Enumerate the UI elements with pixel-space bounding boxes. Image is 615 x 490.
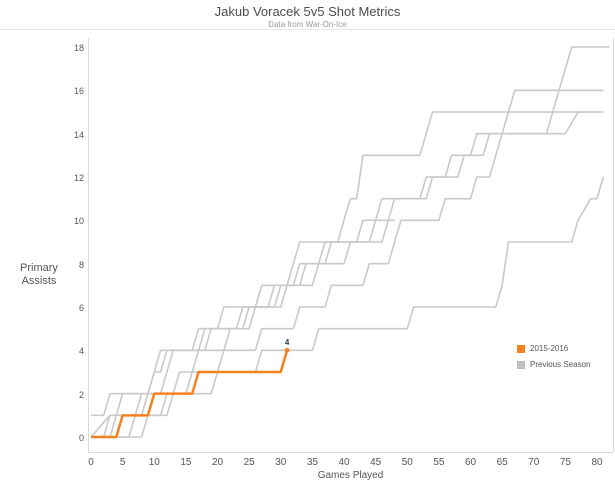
x-tick-label: 20 — [211, 457, 224, 468]
y-tick-label: 4 — [78, 346, 84, 357]
y-tick-label: 14 — [73, 129, 84, 140]
chart-title: Jakub Voracek 5v5 Shot Metrics — [214, 4, 401, 19]
x-tick-label: 75 — [559, 457, 571, 468]
y-tick-label: 18 — [73, 42, 84, 53]
plot-right-border — [613, 38, 614, 452]
legend-label-previous: Previous Season — [530, 360, 591, 369]
x-tick-label: 70 — [528, 457, 540, 468]
x-tick-label: 5 — [119, 457, 126, 468]
y-axis-title-line2: Assists — [21, 275, 57, 287]
legend-item-previous-season[interactable]: Previous Season — [517, 360, 590, 369]
x-tick-label: 55 — [433, 457, 445, 468]
series-line-previous-season[interactable] — [91, 111, 604, 438]
end-value-annotation: 4 — [284, 338, 290, 348]
previous-season-swatch-icon — [517, 360, 525, 369]
x-tick-label: 30 — [275, 457, 287, 468]
series-line-previous-season[interactable] — [91, 219, 395, 417]
x-tick-label: 80 — [591, 457, 603, 468]
x-tick-label: 25 — [243, 457, 255, 468]
y-axis-title-line1: Primary — [20, 262, 58, 274]
y-axis-title: Primary Assists — [8, 262, 70, 288]
y-tick-label: 16 — [73, 86, 84, 97]
y-tick-label: 0 — [78, 433, 84, 443]
x-axis-title: Games Played — [317, 470, 384, 481]
legend-label-current: 2015-2016 — [530, 344, 569, 353]
x-tick-label: 35 — [306, 457, 318, 468]
series-line-current-season[interactable] — [91, 349, 289, 439]
x-tick-label: 0 — [88, 457, 94, 468]
legend-item-current-season[interactable]: 2015-2016 — [517, 344, 590, 353]
y-tick-label: 12 — [73, 172, 84, 183]
series-line-previous-season[interactable] — [91, 176, 605, 438]
y-axis-line — [88, 38, 89, 452]
x-tick-label: 65 — [496, 457, 508, 468]
header-divider — [0, 29, 615, 30]
y-tick-label: 10 — [73, 216, 84, 227]
x-tick-label: 50 — [401, 457, 413, 468]
y-tick-label: 8 — [78, 259, 84, 270]
y-tick-label: 2 — [78, 389, 84, 400]
series-line-previous-season[interactable] — [90, 89, 604, 438]
y-tick-label: 6 — [78, 302, 84, 313]
x-tick-label: 10 — [148, 457, 160, 468]
legend: 2015-2016 Previous Season — [517, 344, 590, 376]
x-tick-label: 40 — [338, 457, 350, 468]
x-tick-label: 60 — [464, 457, 477, 468]
series-line-previous-season[interactable] — [91, 111, 597, 438]
current-season-swatch-icon — [517, 344, 525, 353]
chart-subtitle: Data from War-On-Ice — [268, 20, 347, 29]
x-tick-label: 15 — [180, 457, 192, 468]
x-axis-line — [88, 452, 613, 453]
current-season-endpoint-marker[interactable] — [284, 347, 290, 353]
x-tick-label: 45 — [370, 457, 382, 468]
